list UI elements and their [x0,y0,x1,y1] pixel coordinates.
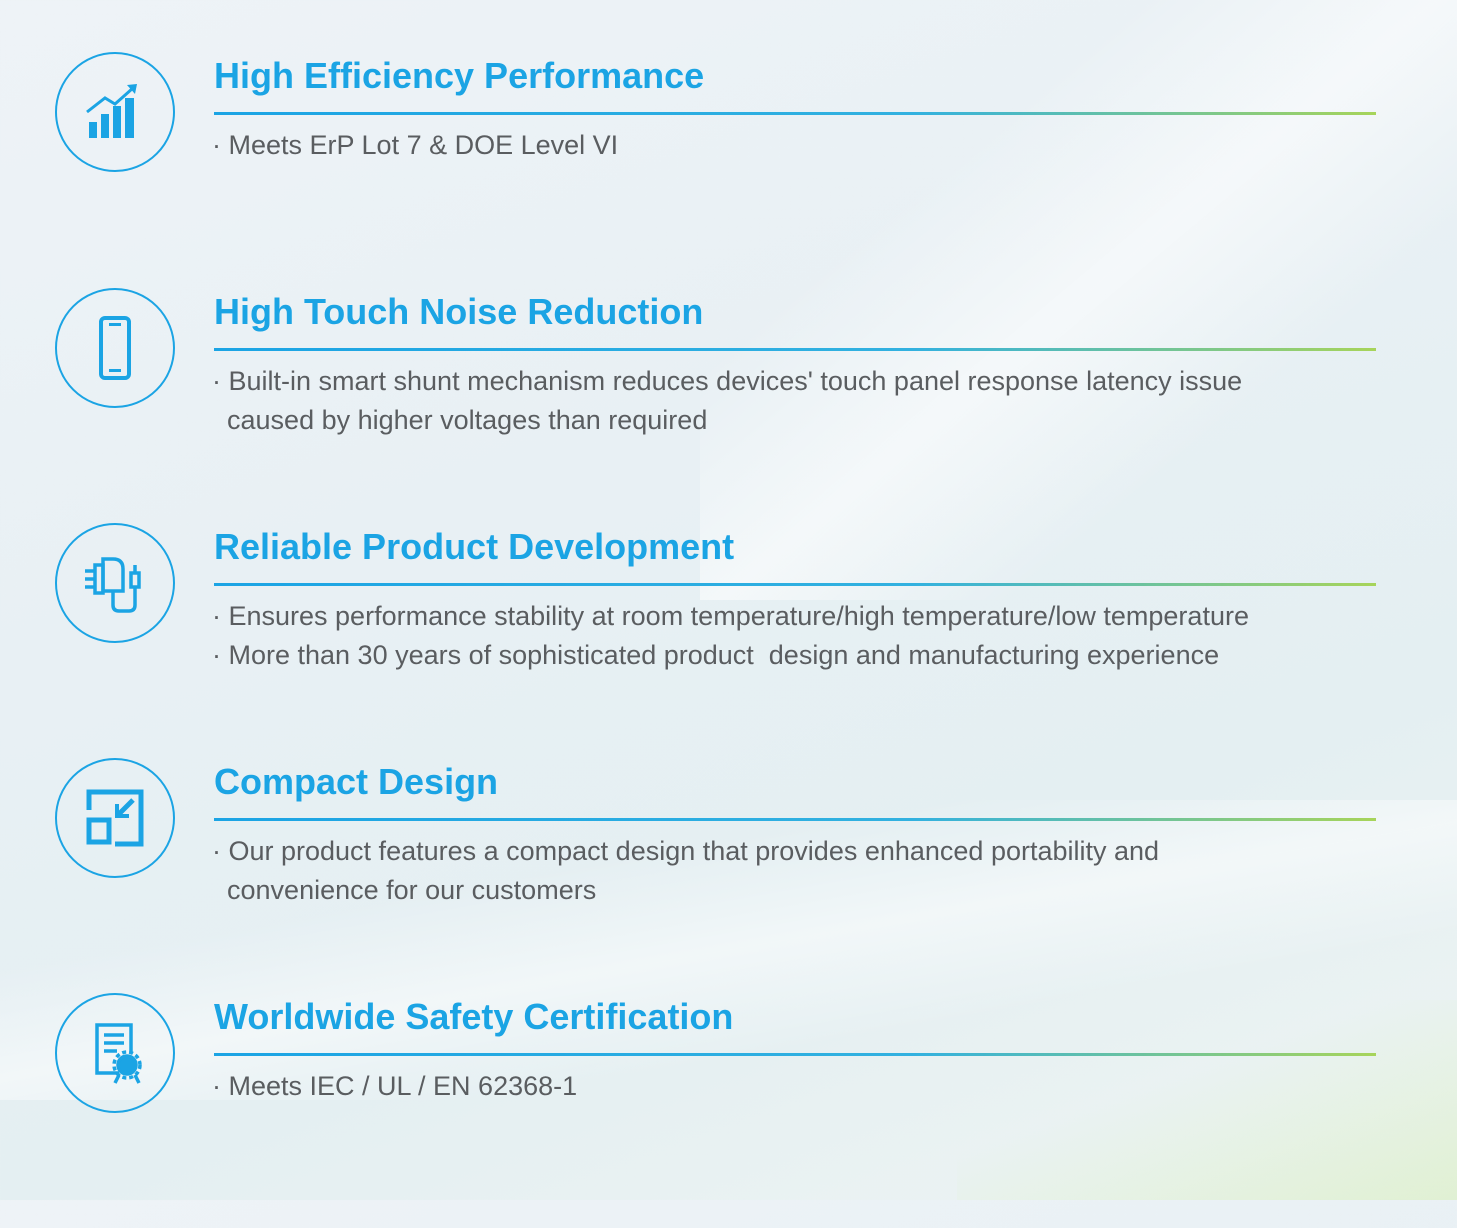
feature-safety-certification: Worldwide Safety Certification · Meets I… [0,993,1457,1228]
feature-bullets: · Our product features a compact design … [212,832,1447,910]
divider [214,348,1376,351]
bullet-item: · Meets IEC / UL / EN 62368-1 [212,1071,578,1101]
feature-title: Reliable Product Development [214,526,735,567]
feature-title: High Efficiency Performance [214,55,705,96]
divider [214,818,1376,821]
divider [214,1053,1376,1056]
bullet-item: · Our product features a compact design … [212,836,1160,866]
bullet-item: · Built-in smart shunt mechanism reduces… [212,366,1243,396]
power-adapter-icon [55,523,175,643]
feature-bullets: · Meets IEC / UL / EN 62368-1 [212,1067,1447,1106]
feature-title: Compact Design [214,761,499,802]
feature-reliable-development: Reliable Product Development · Ensures p… [0,523,1457,758]
feature-bullets: · Built-in smart shunt mechanism reduces… [212,362,1447,440]
divider [214,112,1376,115]
divider [214,583,1376,586]
certificate-icon [55,993,175,1113]
feature-high-efficiency: High Efficiency Performance · Meets ErP … [0,52,1457,287]
bullet-item: caused by higher voltages than required [212,405,708,435]
compact-resize-icon [55,758,175,878]
bar-chart-growth-icon [55,52,175,172]
bullet-item: · Meets ErP Lot 7 & DOE Level VI [212,130,619,160]
feature-title: High Touch Noise Reduction [214,291,704,332]
feature-bullets: · Ensures performance stability at room … [212,597,1447,675]
bullet-item: · Ensures performance stability at room … [212,601,1249,631]
feature-title: Worldwide Safety Certification [214,996,734,1037]
feature-compact-design: Compact Design · Our product features a … [0,758,1457,993]
smartphone-icon [55,288,175,408]
bullet-item: · More than 30 years of sophisticated pr… [212,640,1220,670]
feature-bullets: · Meets ErP Lot 7 & DOE Level VI [212,126,1447,165]
feature-touch-noise: High Touch Noise Reduction · Built-in sm… [0,288,1457,523]
bullet-item: convenience for our customers [212,875,597,905]
